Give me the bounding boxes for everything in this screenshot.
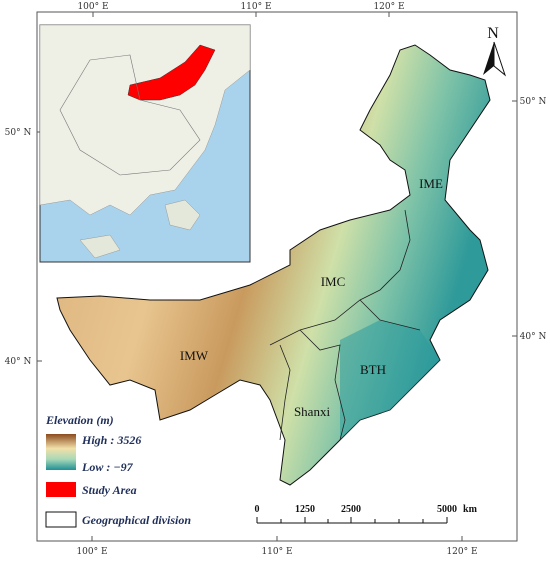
scale-label: 0 — [255, 504, 260, 515]
lat-label: 50° N — [5, 128, 32, 138]
scale-label: 2500 — [341, 504, 361, 515]
legend-study-area: Study Area — [82, 483, 137, 497]
lon-label: 120° E — [446, 547, 477, 557]
inset-map — [39, 24, 251, 263]
scale-label: 5000 — [437, 504, 457, 515]
scale-unit: km — [463, 504, 478, 515]
legend-low: Low : −97 — [81, 460, 134, 474]
lon-label: 110° E — [261, 547, 292, 557]
scale-label: 1250 — [295, 504, 315, 515]
region-label: IMW — [180, 348, 209, 363]
study-area-swatch — [46, 482, 76, 497]
lon-label: 120° E — [373, 2, 404, 12]
region-label: BTH — [360, 362, 386, 377]
scale-bar — [256, 517, 448, 524]
lat-label: 50° N — [520, 97, 547, 107]
lat-label: 40° N — [5, 357, 32, 367]
lon-label: 110° E — [240, 2, 271, 12]
division-swatch — [45, 511, 77, 528]
region-label: Shanxi — [294, 404, 331, 419]
legend-title: Elevation (m) — [45, 413, 114, 427]
legend-high: High : 3526 — [81, 433, 141, 447]
elevation-swatch — [46, 434, 76, 470]
north-label: N — [487, 25, 499, 42]
region-label: IME — [419, 176, 443, 191]
division-lines — [269, 209, 421, 441]
legend-division: Geographical division — [82, 513, 191, 527]
lat-label: 40° N — [520, 332, 547, 342]
north-arrow: N — [483, 25, 507, 77]
bth-area — [340, 320, 440, 440]
lon-label: 100° E — [77, 2, 108, 12]
lon-label: 100° E — [76, 547, 107, 557]
region-label: IMC — [321, 274, 346, 289]
